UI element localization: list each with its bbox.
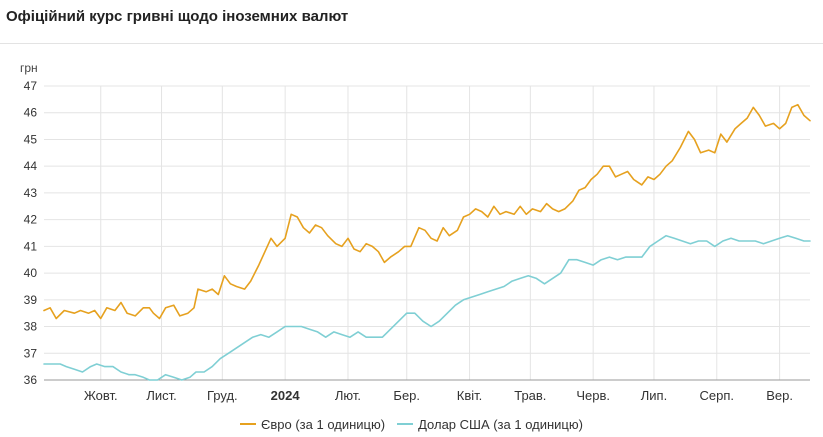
legend: Євро (за 1 одиницю) Долар США (за 1 один… xyxy=(0,414,823,434)
chart-title: Офіційний курс гривні щодо іноземних вал… xyxy=(6,8,349,25)
chart-header: Офіційний курс гривні щодо іноземних вал… xyxy=(0,0,823,44)
exchange-rate-chart: грн 36 37 38 39 40 41 42 43 44 45 46 47 Жовт. Лист. Г… xyxy=(20,61,811,403)
y-tick-label: 46 xyxy=(24,106,38,120)
x-tick-label: Трав. xyxy=(514,388,546,403)
y-axis: 36 37 38 39 40 41 42 43 44 45 46 47 xyxy=(24,79,38,387)
legend-item-eur[interactable]: Євро (за 1 одиницю) xyxy=(240,417,385,432)
legend-item-usd[interactable]: Долар США (за 1 одиницю) xyxy=(397,417,583,432)
y-tick-label: 37 xyxy=(24,346,38,360)
legend-label-usd: Долар США (за 1 одиницю) xyxy=(418,416,583,432)
legend-swatch-eur xyxy=(240,423,257,425)
y-tick-label: 43 xyxy=(24,186,38,200)
x-tick-label: Черв. xyxy=(576,388,610,403)
y-tick-label: 45 xyxy=(24,132,38,146)
y-tick-label: 42 xyxy=(24,213,38,227)
y-tick-label: 39 xyxy=(24,293,38,307)
x-tick-label: 2024 xyxy=(271,388,301,403)
series-line-usd xyxy=(43,234,811,381)
series-group xyxy=(43,103,811,381)
x-tick-label: Серп. xyxy=(700,388,735,403)
x-tick-label: Квіт. xyxy=(457,388,483,403)
y-axis-unit-label: грн xyxy=(20,61,38,75)
y-tick-label: 44 xyxy=(24,159,38,173)
x-tick-label: Груд. xyxy=(207,388,238,403)
x-axis: Жовт. Лист. Груд. 2024 Лют. Бер. Квіт. Трав. Чер… xyxy=(44,379,810,403)
y-tick-label: 36 xyxy=(24,373,38,387)
x-tick-label: Вер. xyxy=(766,388,793,403)
x-tick-label: Бер. xyxy=(393,388,420,403)
grid xyxy=(44,85,810,381)
y-tick-label: 47 xyxy=(24,79,38,93)
x-tick-label: Жовт. xyxy=(84,388,118,403)
x-tick-label: Лют. xyxy=(335,388,361,403)
x-tick-label: Лист. xyxy=(146,388,176,403)
series-line-eur xyxy=(43,103,811,320)
x-tick-label: Лип. xyxy=(641,388,667,403)
y-tick-label: 40 xyxy=(24,266,38,280)
legend-label-eur: Євро (за 1 одиницю) xyxy=(261,416,386,432)
y-tick-label: 38 xyxy=(24,320,38,334)
y-tick-label: 41 xyxy=(24,239,38,253)
legend-swatch-usd xyxy=(397,423,414,425)
